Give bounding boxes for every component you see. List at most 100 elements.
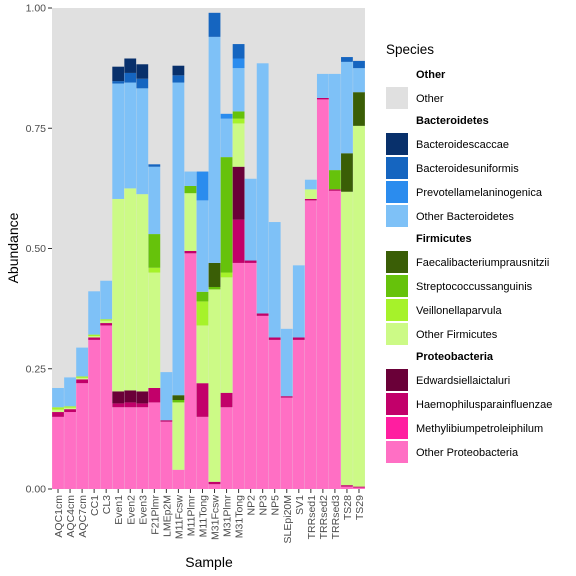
bar-segment [112,81,125,84]
x-axis-title: Sample [185,554,233,570]
bar-segment [292,339,305,489]
bar-segment [304,189,317,199]
x-tick-label: CL3 [101,495,113,514]
bar-segment [353,487,365,489]
bar-segment [208,286,221,290]
bar-segment [256,315,269,489]
bar-segment [268,222,281,338]
x-tick-label: NP3 [258,495,270,516]
bar-segment [329,189,341,191]
bar-segment [353,60,365,69]
bar-segment [76,376,88,378]
bar-segment [100,319,113,321]
bar-segment [353,125,365,487]
bar-segment [112,403,125,408]
bar-segment [184,253,197,489]
bar-segment [196,171,209,201]
bar-segment [124,407,137,489]
legend-group-title: Proteobacteria [416,351,494,363]
bar-segment [172,469,185,489]
bar-segment [148,164,161,167]
bar-segment [136,78,149,89]
x-tick-label: SLEpi20M [282,495,294,543]
legend-label: Haemophilusparainfluenzae [416,399,552,411]
legend-swatch [386,205,408,227]
bar-segment [316,97,329,100]
legend-label: Edwardsiellaictaluri [416,375,510,387]
bar-segment [353,486,365,488]
bar-segment [100,325,113,489]
x-tick-label: M31Plmr [222,495,234,538]
bar-segment [232,262,245,489]
bar-segment [341,485,353,487]
x-tick-label: SV1 [294,495,306,515]
legend-label: Other [416,93,444,105]
bar-segment [112,66,125,82]
bar-segment [88,336,101,338]
bar-segment [100,323,113,326]
bar-segment [196,416,209,489]
bar-segment [232,44,245,59]
bar-segment [208,481,221,485]
x-tick-label: M11Fcsw [173,495,185,540]
bar-segment [136,391,149,404]
bar-segment [184,185,197,194]
legend-swatch [386,181,408,203]
bar-segment [136,194,149,392]
bar-segment [112,391,125,404]
bar-segment [220,118,233,158]
x-tick-label: Even1 [113,495,125,525]
x-tick-label: AQC7cm [77,495,89,538]
legend-label: Other Firmicutes [416,329,498,341]
y-axis: 0.00 0.25 0.50 0.75 1.00 [26,3,52,496]
bar-segment [341,61,353,154]
legend: Species Other Other Bacteroidetes Bacteroide… [386,42,552,463]
bar-segment [280,396,293,398]
bar-segment [256,63,269,314]
legend-group-title: Other [416,69,446,81]
bar-segment [124,82,137,189]
bar-segment [88,334,101,337]
bar-segment [52,407,64,410]
legend-label: Bacteroidescaccae [416,139,509,151]
bar-segment [232,111,245,119]
bar-segment [172,400,185,403]
bar-segment [52,387,64,408]
bar-segment [244,178,257,261]
bar-segment [232,219,245,263]
x-tick-label: TRRsed2 [318,495,330,540]
bar-segment [64,412,76,489]
bar-segment [136,64,149,79]
bar-segment [280,328,293,397]
bar-segment [64,406,76,408]
bar-segment [184,250,197,254]
y-tick-label: 0.75 [26,123,47,135]
legend-swatch [386,251,408,273]
bar-segment [100,280,113,320]
bar-segment [208,289,221,482]
bar-segment [232,68,245,112]
x-tick-label: TS29 [354,495,366,520]
bar-segment [124,188,137,391]
bar-segment [329,170,341,190]
bar-segment [232,58,245,69]
bar-segment [353,92,365,126]
bar-segment [76,379,88,384]
bar-segment [148,267,161,273]
bar-segment [88,291,101,335]
x-tick-label: M31Tong [234,495,246,538]
bar-segment [184,193,197,251]
legend-swatch [386,157,408,179]
bar-segment [329,190,341,489]
bar-segment [208,12,221,37]
bar-segment [196,325,209,384]
bar-segment [148,166,161,235]
x-tick-label: M31Fcsw [210,495,222,540]
legend-swatch [386,323,408,345]
bar-segment [64,377,76,407]
legend-label: Other Proteobacteria [416,447,519,459]
y-axis-title: Abundance [5,212,21,283]
x-tick-label: AQC4cm [65,495,77,538]
bar-segment [232,166,245,220]
